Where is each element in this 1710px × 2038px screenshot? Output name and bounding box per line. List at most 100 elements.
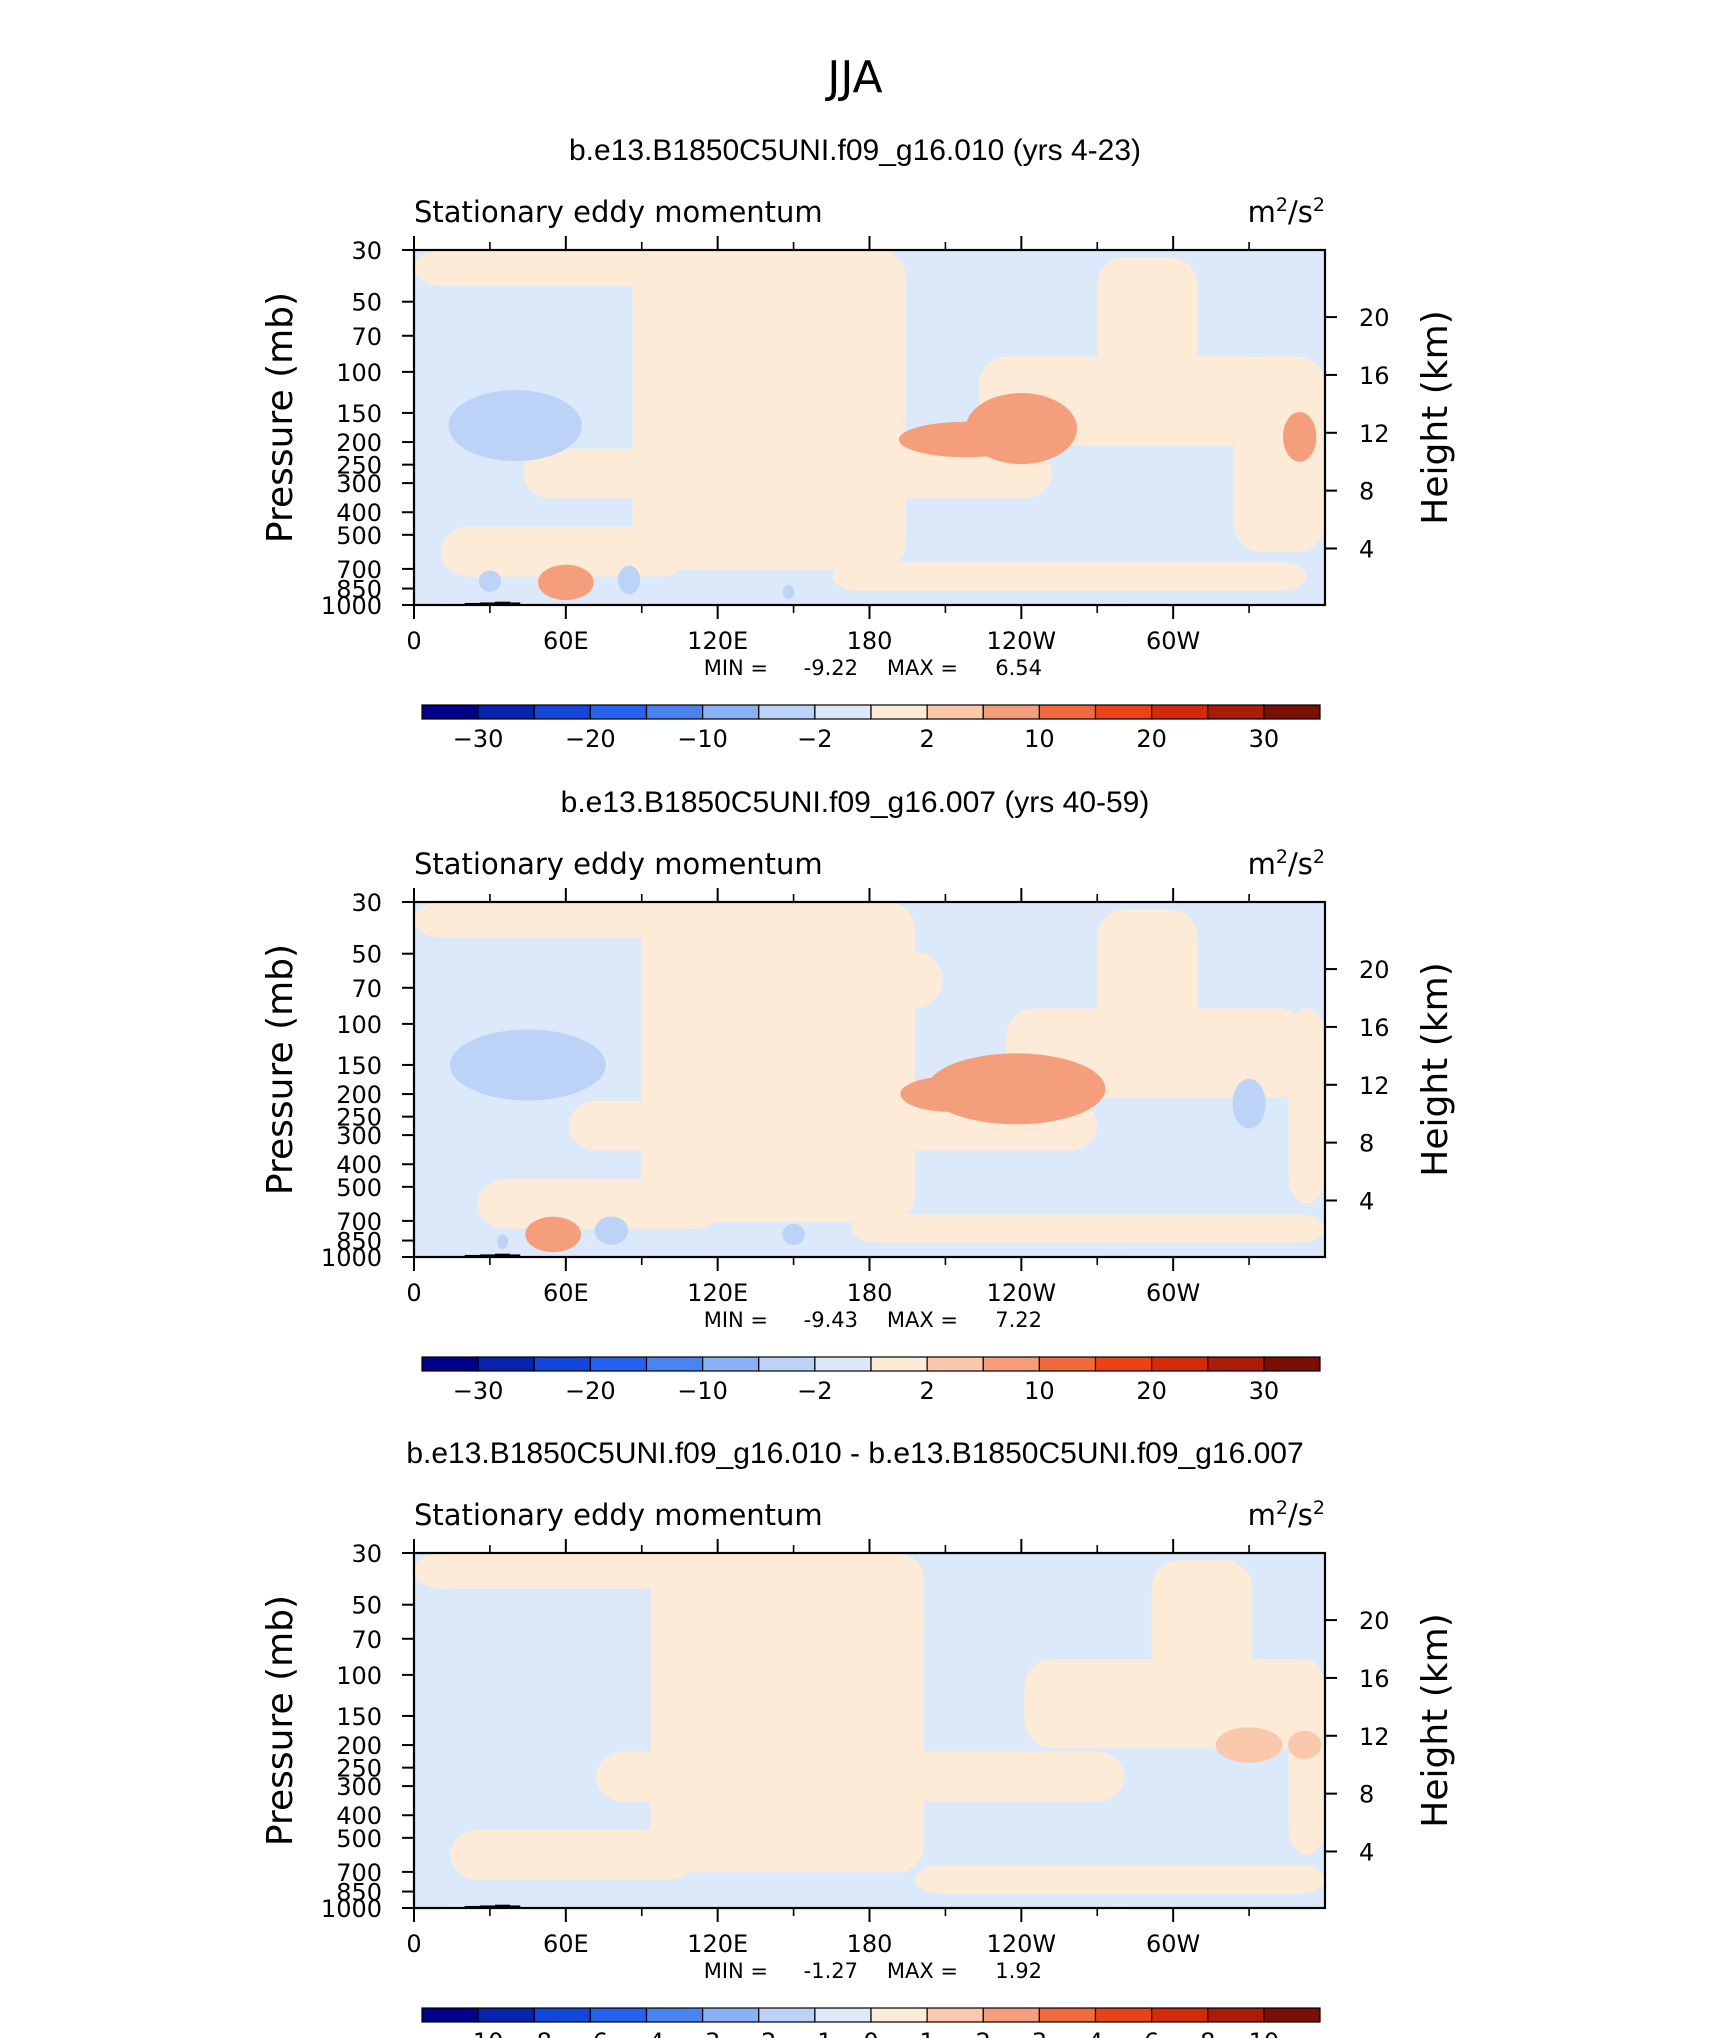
y-axis-label: Pressure (mb) (260, 292, 301, 543)
colorbar-swatch (982, 2007, 1040, 2023)
y-tick-label: 30 (351, 1540, 382, 1568)
y-axis-label: Pressure (mb) (260, 1595, 301, 1846)
colorbar-label: 0 (863, 2028, 878, 2038)
panel-title: b.e13.B1850C5UNI.f09_g16.010 - b.e13.B18… (406, 1437, 1303, 1470)
y-tick-label: 70 (351, 975, 382, 1003)
colorbar-swatch (702, 2007, 760, 2023)
y-tick-label: 150 (336, 1052, 382, 1080)
y-tick-label: 200 (336, 429, 382, 457)
y-tick-label: 300 (336, 1773, 382, 1801)
x-tick-label: 120E (687, 627, 748, 655)
colorbar-swatch (645, 2007, 704, 2023)
negative-extremum (617, 565, 641, 595)
positive-extremum (898, 421, 1033, 458)
colorbar-swatch (926, 704, 984, 720)
colorbar-label: 2 (919, 1377, 934, 1405)
colorbar-swatch (982, 1356, 1040, 1372)
page-title: JJA (824, 52, 882, 103)
x-tick-label: 60W (1146, 1279, 1200, 1307)
colorbar-swatch (926, 2007, 984, 2023)
topography-bar (479, 1905, 495, 1908)
y-tick-label: 1000 (321, 1895, 382, 1923)
contour-fill-group (414, 250, 1325, 601)
colorbar-label: −30 (453, 1377, 504, 1405)
x-tick-label: 0 (406, 1279, 421, 1307)
x-tick-label: 180 (847, 1930, 893, 1958)
y2-tick-label: 16 (1359, 1665, 1390, 1693)
colorbar-label: −2 (741, 2028, 776, 2038)
y2-tick-label: 8 (1359, 1781, 1374, 1809)
colorbar-swatch (870, 704, 928, 720)
colorbar-swatch (1151, 704, 1209, 720)
max-value: 1.92 (995, 1959, 1042, 1983)
y-tick-label: 250 (336, 1104, 382, 1132)
colorbar-label: 30 (1249, 725, 1280, 753)
x-tick-label: 0 (406, 627, 421, 655)
colorbar-label: 8 (1200, 2028, 1215, 2038)
y-tick-label: 250 (336, 452, 382, 480)
colorbar-swatch (870, 1356, 928, 1372)
negative-extremum (594, 1216, 629, 1245)
colorbar-swatch (645, 1356, 704, 1372)
y-tick-label: 1000 (321, 592, 382, 620)
positive-region (441, 526, 688, 577)
colorbar-label: 20 (1136, 725, 1167, 753)
max-value: 6.54 (995, 656, 1042, 680)
units-label: m2/s2 (1248, 194, 1325, 229)
colorbar-label: 2 (976, 2028, 991, 2038)
contour-fill-group (414, 902, 1325, 1253)
y-tick-label: 50 (351, 1592, 382, 1620)
positive-region (641, 902, 916, 1222)
positive-extremum (525, 1216, 582, 1253)
positive-region (1097, 909, 1198, 1062)
y-tick-label: 850 (336, 1879, 382, 1907)
y-tick-label: 100 (336, 359, 382, 387)
x-tick-label: 120W (987, 1930, 1057, 1958)
colorbar-swatch (1263, 1356, 1321, 1372)
colorbar-label: −6 (573, 2028, 608, 2038)
y-tick-label: 50 (351, 941, 382, 969)
x-tick-label: 120W (987, 1279, 1057, 1307)
y-tick-label: 30 (351, 237, 382, 265)
x-tick-label: 60W (1146, 1930, 1200, 1958)
panel-subtitle: Stationary eddy momentum (414, 847, 823, 881)
colorbar-swatch (1038, 1356, 1097, 1372)
colorbar-label: −30 (453, 725, 504, 753)
negative-extremum (497, 1234, 509, 1249)
x-tick-label: 120E (687, 1279, 748, 1307)
topography-bar (510, 602, 521, 605)
negative-extremum (478, 570, 502, 592)
y-tick-label: 400 (336, 499, 382, 527)
panel-2: b.e13.B1850C5UNI.f09_g16.007 (yrs 40-59)… (260, 786, 1456, 1405)
y2-tick-label: 4 (1359, 1838, 1374, 1866)
y-tick-label: 150 (336, 1703, 382, 1731)
y2-tick-label: 12 (1359, 420, 1390, 448)
y-tick-label: 700 (336, 556, 382, 584)
max-text: MAX = (887, 1308, 958, 1332)
y-tick-label: 70 (351, 323, 382, 351)
max-text: MAX = (887, 656, 958, 680)
y-tick-label: 850 (336, 1228, 382, 1256)
y2-tick-label: 20 (1359, 304, 1390, 332)
colorbar-label: −2 (797, 725, 832, 753)
colorbar-label: −8 (517, 2028, 552, 2038)
colorbar-swatch (1038, 2007, 1097, 2023)
colorbar-swatch (1207, 704, 1265, 720)
topography-bar (494, 1253, 511, 1257)
topography-bar (479, 602, 495, 605)
y2-tick-label: 4 (1359, 1187, 1374, 1215)
colorbar-swatch (589, 2007, 648, 2023)
y-tick-label: 700 (336, 1859, 382, 1887)
colorbar-label: −3 (685, 2028, 720, 2038)
max-value: 7.22 (995, 1308, 1042, 1332)
colorbar-swatch (870, 2007, 928, 2023)
x-tick-label: 180 (847, 627, 893, 655)
y-tick-label: 100 (336, 1011, 382, 1039)
min-value: -9.43 (804, 1308, 858, 1332)
y-tick-label: 300 (336, 470, 382, 498)
colorbar-label: −10 (677, 725, 728, 753)
colorbar-swatch (1094, 704, 1153, 720)
colorbar-swatch (421, 704, 479, 720)
y2-tick-label: 8 (1359, 1130, 1374, 1158)
y-tick-label: 30 (351, 889, 382, 917)
